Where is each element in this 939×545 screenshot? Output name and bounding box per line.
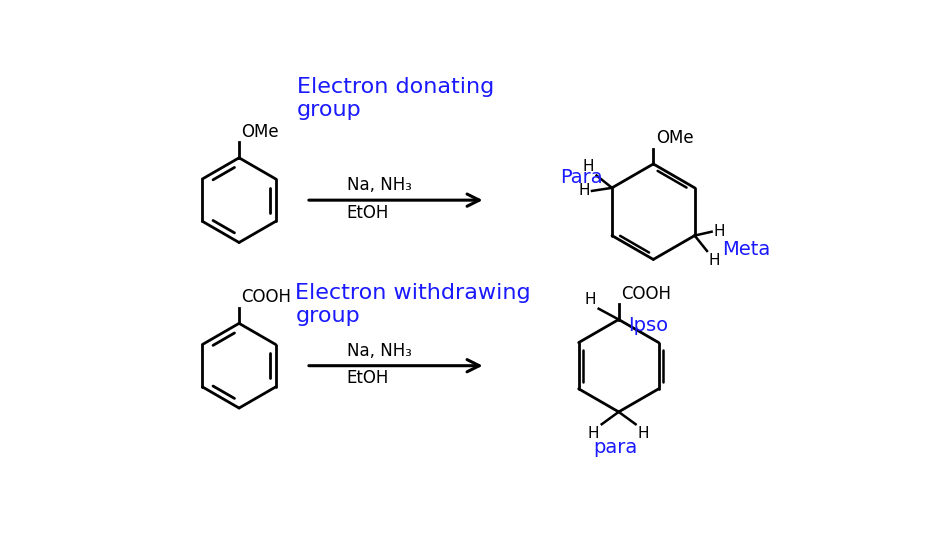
Text: OMe: OMe bbox=[655, 129, 693, 147]
Text: H: H bbox=[583, 159, 594, 174]
Text: COOH: COOH bbox=[621, 284, 671, 302]
Text: H: H bbox=[578, 184, 590, 198]
Text: Ipso: Ipso bbox=[628, 317, 668, 335]
Text: Para: Para bbox=[560, 167, 602, 186]
Text: Na, NH₃: Na, NH₃ bbox=[346, 176, 411, 194]
Text: H: H bbox=[588, 426, 599, 441]
Text: COOH: COOH bbox=[241, 288, 291, 306]
Text: OMe: OMe bbox=[241, 123, 279, 141]
Text: H: H bbox=[585, 292, 596, 307]
Text: para: para bbox=[593, 438, 638, 457]
Text: EtOH: EtOH bbox=[346, 204, 390, 222]
Text: H: H bbox=[709, 253, 720, 268]
Text: Electron donating
group: Electron donating group bbox=[297, 77, 494, 120]
Text: H: H bbox=[714, 224, 726, 239]
Text: Meta: Meta bbox=[722, 240, 771, 259]
Text: Electron withdrawing
group: Electron withdrawing group bbox=[295, 282, 531, 326]
Text: H: H bbox=[638, 426, 650, 441]
Text: Na, NH₃: Na, NH₃ bbox=[346, 342, 411, 360]
Text: EtOH: EtOH bbox=[346, 370, 390, 387]
